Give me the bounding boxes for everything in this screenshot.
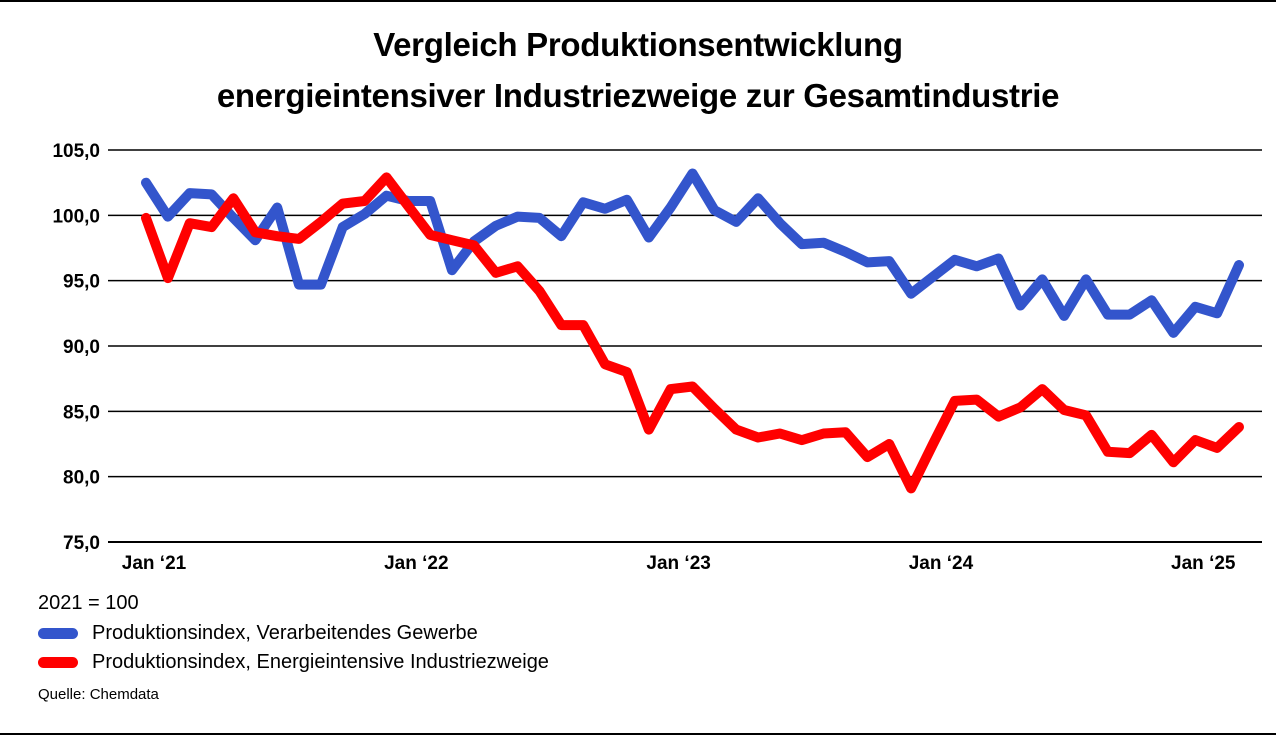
legend-label-energieintensive: Produktionsindex, Energieintensive Indus…: [92, 650, 549, 673]
series-line-verarbeitendes-gewerbe: [141, 168, 1244, 338]
y-tick-label: 90,0: [63, 337, 100, 358]
frame-bottom-line: [0, 733, 1276, 735]
x-tick-label: Jan ‘25: [1171, 553, 1236, 574]
y-tick-label: 105,0: [52, 141, 100, 162]
chart-subtitle: energieintensiver Industriezweige zur Ge…: [216, 77, 1060, 114]
chart-title: Vergleich Produktionsentwicklung: [373, 26, 903, 63]
series-line-energieintensive: [141, 172, 1244, 494]
y-tick-label: 100,0: [52, 206, 100, 227]
legend-item-energieintensive: Produktionsindex, Energieintensive Indus…: [38, 649, 549, 675]
legend-label-verarbeitendes-gewerbe: Produktionsindex, Verarbeitendes Gewerbe: [92, 621, 478, 644]
x-tick-label: Jan ‘24: [909, 553, 974, 574]
y-tick-label: 80,0: [63, 468, 100, 489]
y-axis-ticks: 105,0 100,0 95,0 90,0 85,0 80,0 75,0: [52, 141, 100, 554]
legend-item-verarbeitendes-gewerbe: Produktionsindex, Verarbeitendes Gewerbe: [38, 620, 478, 646]
y-tick-label: 75,0: [63, 533, 100, 554]
x-axis-ticks: Jan ‘21 Jan ‘22 Jan ‘23 Jan ‘24 Jan ‘25: [122, 553, 1236, 574]
y-tick-label: 85,0: [63, 402, 100, 423]
x-tick-label: Jan ‘22: [384, 553, 448, 574]
source-note: Quelle: Chemdata: [38, 686, 159, 703]
legend-swatch-red: [38, 656, 78, 668]
frame-top-line: [0, 0, 1276, 2]
legend-swatch-blue: [38, 627, 78, 639]
index-base-note: 2021 = 100: [38, 592, 139, 614]
series-lines: [141, 168, 1244, 494]
x-tick-label: Jan ‘21: [122, 553, 187, 574]
x-tick-label: Jan ‘23: [646, 553, 710, 574]
y-tick-label: 95,0: [63, 272, 100, 293]
